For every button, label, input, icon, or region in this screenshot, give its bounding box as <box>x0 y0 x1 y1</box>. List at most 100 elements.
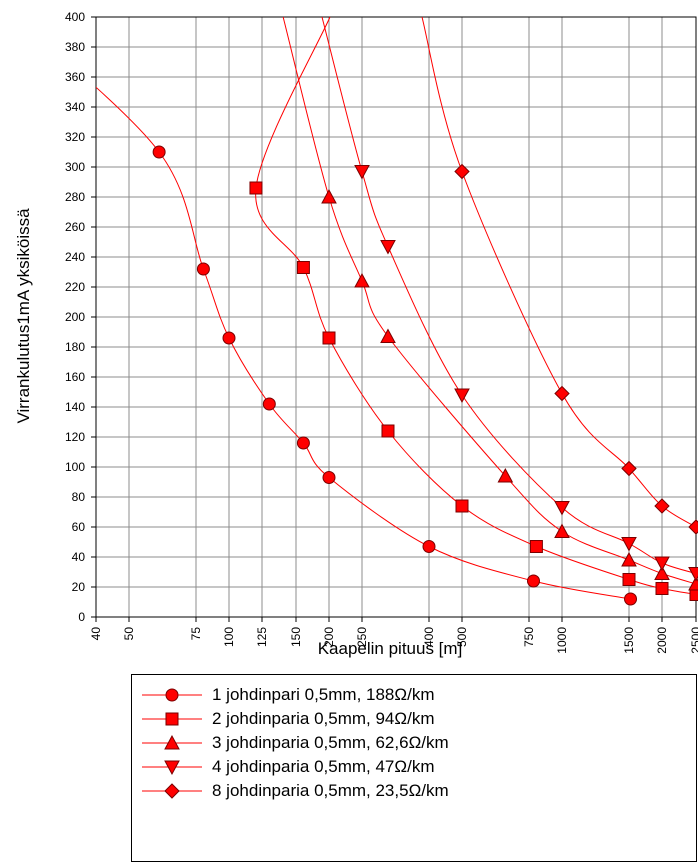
y-tick-label: 20 <box>72 580 86 594</box>
x-tick-label: 75 <box>189 627 203 641</box>
y-tick-label: 40 <box>72 550 86 564</box>
data-point <box>688 519 698 535</box>
y-tick-label: 220 <box>65 280 85 294</box>
y-tick-label: 200 <box>65 310 85 324</box>
y-tick-label: 60 <box>72 520 86 534</box>
y-tick-label: 360 <box>65 70 85 84</box>
legend-swatch <box>142 760 202 776</box>
data-point <box>622 573 636 586</box>
legend-marker <box>164 783 180 799</box>
data-point <box>497 467 514 483</box>
y-tick-label: 120 <box>65 430 85 444</box>
y-tick-label: 160 <box>65 370 85 384</box>
y-axis-title: Virrankulutus1mA yksiköissä <box>14 208 33 424</box>
legend-label: 1 johdinpari 0,5mm, 188Ω/km <box>212 685 435 704</box>
data-point <box>688 567 698 582</box>
data-point <box>554 523 570 538</box>
series-5 <box>421 16 698 535</box>
data-point <box>654 556 670 572</box>
legend-item: 3 johdinparia 0,5mm, 62,6Ω/km <box>132 731 696 755</box>
series-line <box>96 86 631 600</box>
y-tick-label: 400 <box>65 10 85 24</box>
legend-item: 8 johdinparia 0,5mm, 23,5Ω/km <box>132 779 696 803</box>
data-point <box>454 388 470 404</box>
data-point <box>624 592 638 606</box>
x-tick-label: 50 <box>122 627 136 641</box>
x-axis: 40 50 75 100 125 150 200 250 400 500 750 1000 1500 20… <box>89 617 698 654</box>
data-point <box>354 272 370 288</box>
series-4 <box>321 16 698 582</box>
data-point <box>554 501 570 516</box>
data-point <box>529 540 543 553</box>
legend-label: 3 johdinparia 0,5mm, 62,6Ω/km <box>212 733 449 752</box>
data-point <box>262 397 276 411</box>
data-point <box>249 181 263 195</box>
data-point <box>322 331 336 345</box>
y-tick-label: 0 <box>78 610 85 624</box>
data-point <box>222 331 236 345</box>
x-tick-label: 1500 <box>622 627 636 654</box>
data-point <box>380 328 396 343</box>
y-tick-label: 180 <box>65 340 85 354</box>
series-layer <box>96 16 698 606</box>
x-tick-label: 40 <box>89 627 103 641</box>
data-point <box>654 565 670 580</box>
data-point <box>621 551 637 567</box>
legend-label: 4 johdinparia 0,5mm, 47Ω/km <box>212 757 435 776</box>
data-point <box>380 240 396 255</box>
data-point <box>526 574 540 588</box>
series-1 <box>96 86 638 606</box>
y-tick-label: 100 <box>65 460 85 474</box>
x-tick-label: 1000 <box>555 627 569 654</box>
chart: 0 20 40 60 80 100 120 140 160 180 200 220 240 260 280 3… <box>14 10 698 658</box>
legend-item: 1 johdinpari 0,5mm, 188Ω/km <box>132 683 696 707</box>
data-point <box>621 537 637 552</box>
data-point <box>654 498 670 514</box>
x-tick-label: 100 <box>222 627 236 647</box>
y-tick-label: 380 <box>65 40 85 54</box>
x-tick-label: 125 <box>255 627 269 647</box>
y-axis: 0 20 40 60 80 100 120 140 160 180 200 220 240 260 280 3… <box>65 10 96 624</box>
x-tick-label: 750 <box>522 627 536 647</box>
legend-swatch <box>142 783 202 799</box>
data-point <box>455 499 469 513</box>
x-tick-label: 400 <box>422 627 436 647</box>
legend-marker <box>164 734 180 750</box>
legend-item: 2 johdinparia 0,5mm, 94Ω/km <box>132 707 696 731</box>
legend: 1 johdinpari 0,5mm, 188Ω/km 2 johdinparia… <box>131 674 697 862</box>
x-tick-label: 150 <box>289 627 303 647</box>
y-tick-label: 140 <box>65 400 85 414</box>
legend-item: 4 johdinparia 0,5mm, 47Ω/km <box>132 755 696 779</box>
data-point <box>422 540 436 553</box>
data-point <box>296 436 310 450</box>
series-3 <box>282 16 698 591</box>
data-point <box>322 471 336 484</box>
x-tick-label: 2500 <box>689 627 698 654</box>
data-point <box>621 460 637 477</box>
legend-label: 8 johdinparia 0,5mm, 23,5Ω/km <box>212 781 449 800</box>
x-tick-label: 500 <box>455 627 469 647</box>
legend-marker <box>164 760 180 776</box>
y-tick-label: 260 <box>65 220 85 234</box>
legend-swatch <box>142 712 202 726</box>
y-tick-label: 300 <box>65 160 85 174</box>
y-tick-label: 80 <box>72 490 86 504</box>
data-point <box>296 261 310 274</box>
data-point <box>655 582 669 595</box>
x-axis-title: Kaapelin pituus [m] <box>318 639 463 658</box>
data-point <box>321 188 337 204</box>
data-point <box>196 262 210 276</box>
x-tick-label: 2000 <box>655 627 669 654</box>
y-tick-label: 280 <box>65 190 85 204</box>
legend-swatch <box>142 688 202 702</box>
y-tick-label: 240 <box>65 250 85 264</box>
data-point <box>152 145 166 159</box>
legend-marker <box>165 688 179 702</box>
x-tick-label: 250 <box>355 627 369 647</box>
x-tick-label: 200 <box>322 627 336 647</box>
data-point <box>454 163 470 180</box>
legend-label: 2 johdinparia 0,5mm, 94Ω/km <box>212 709 435 728</box>
data-point <box>554 385 570 402</box>
y-tick-label: 320 <box>65 130 85 144</box>
legend-swatch <box>142 734 202 750</box>
